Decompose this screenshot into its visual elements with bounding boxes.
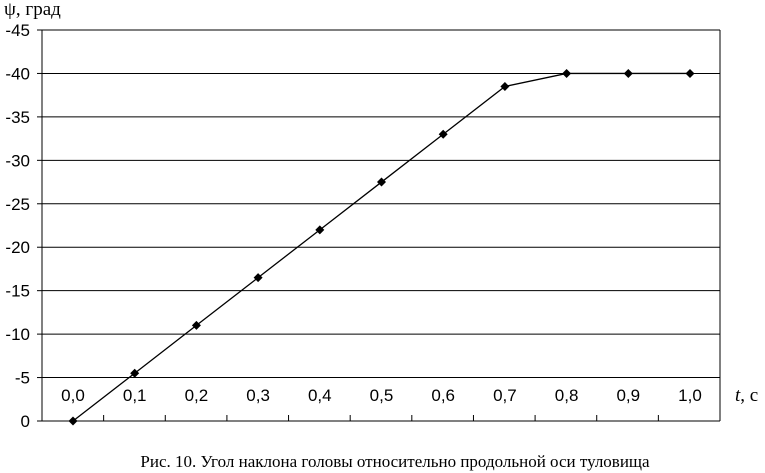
data-point xyxy=(438,129,448,139)
x-tick-label: 0,3 xyxy=(246,386,270,405)
y-tick-label: -20 xyxy=(5,238,30,257)
x-tick-label: 1,0 xyxy=(678,386,702,405)
data-point xyxy=(623,68,633,78)
y-tick-label: -10 xyxy=(5,325,30,344)
x-tick-label: 0,9 xyxy=(616,386,640,405)
x-tick-labels: 0,0 0,1 0,2 0,3 0,4 0,5 0,6 0,7 0,8 0,9 1,0 xyxy=(61,386,702,405)
y-tick-label: -15 xyxy=(5,282,30,301)
y-axis-unit: , град xyxy=(16,0,61,20)
data-point xyxy=(500,81,510,91)
y-axis-title: ψ, град xyxy=(4,0,61,20)
data-point xyxy=(315,225,325,235)
y-tick-label: -35 xyxy=(5,108,30,127)
x-tick-label: 0,6 xyxy=(431,386,455,405)
grid xyxy=(42,29,720,379)
series xyxy=(68,68,695,426)
x-axis-title: t, с xyxy=(735,385,758,406)
y-axis-symbol: ψ xyxy=(4,0,16,20)
axes xyxy=(37,29,721,422)
x-tick-label: 0,0 xyxy=(61,386,85,405)
x-axis-unit: , с xyxy=(740,385,758,406)
data-point xyxy=(130,368,140,378)
x-axis-symbol: t xyxy=(735,385,741,406)
x-tick-label: 0,2 xyxy=(185,386,209,405)
x-tick-label: 0,8 xyxy=(555,386,579,405)
x-tick-label: 0,1 xyxy=(123,386,147,405)
x-tick-label: 0,5 xyxy=(370,386,394,405)
data-point xyxy=(562,68,572,78)
data-point xyxy=(377,177,386,187)
x-tick-label: 0,7 xyxy=(493,386,517,405)
data-point xyxy=(253,273,263,283)
data-point xyxy=(685,68,695,78)
y-tick-labels: 0 -5 -10 -15 -20 -25 -30 -35 -40 -45 xyxy=(5,21,30,431)
y-tick-label: -45 xyxy=(5,21,30,40)
data-point xyxy=(191,320,201,330)
y-tick-label: -30 xyxy=(5,151,30,170)
y-tick-label: -40 xyxy=(5,64,30,83)
y-tick-label: -25 xyxy=(5,195,30,214)
data-point xyxy=(68,416,78,426)
x-tick-label: 0,4 xyxy=(308,386,332,405)
figure-caption: Рис. 10. Угол наклона головы относительн… xyxy=(140,452,650,471)
y-tick-label: -5 xyxy=(15,369,30,388)
y-tick-label: 0 xyxy=(21,412,30,431)
